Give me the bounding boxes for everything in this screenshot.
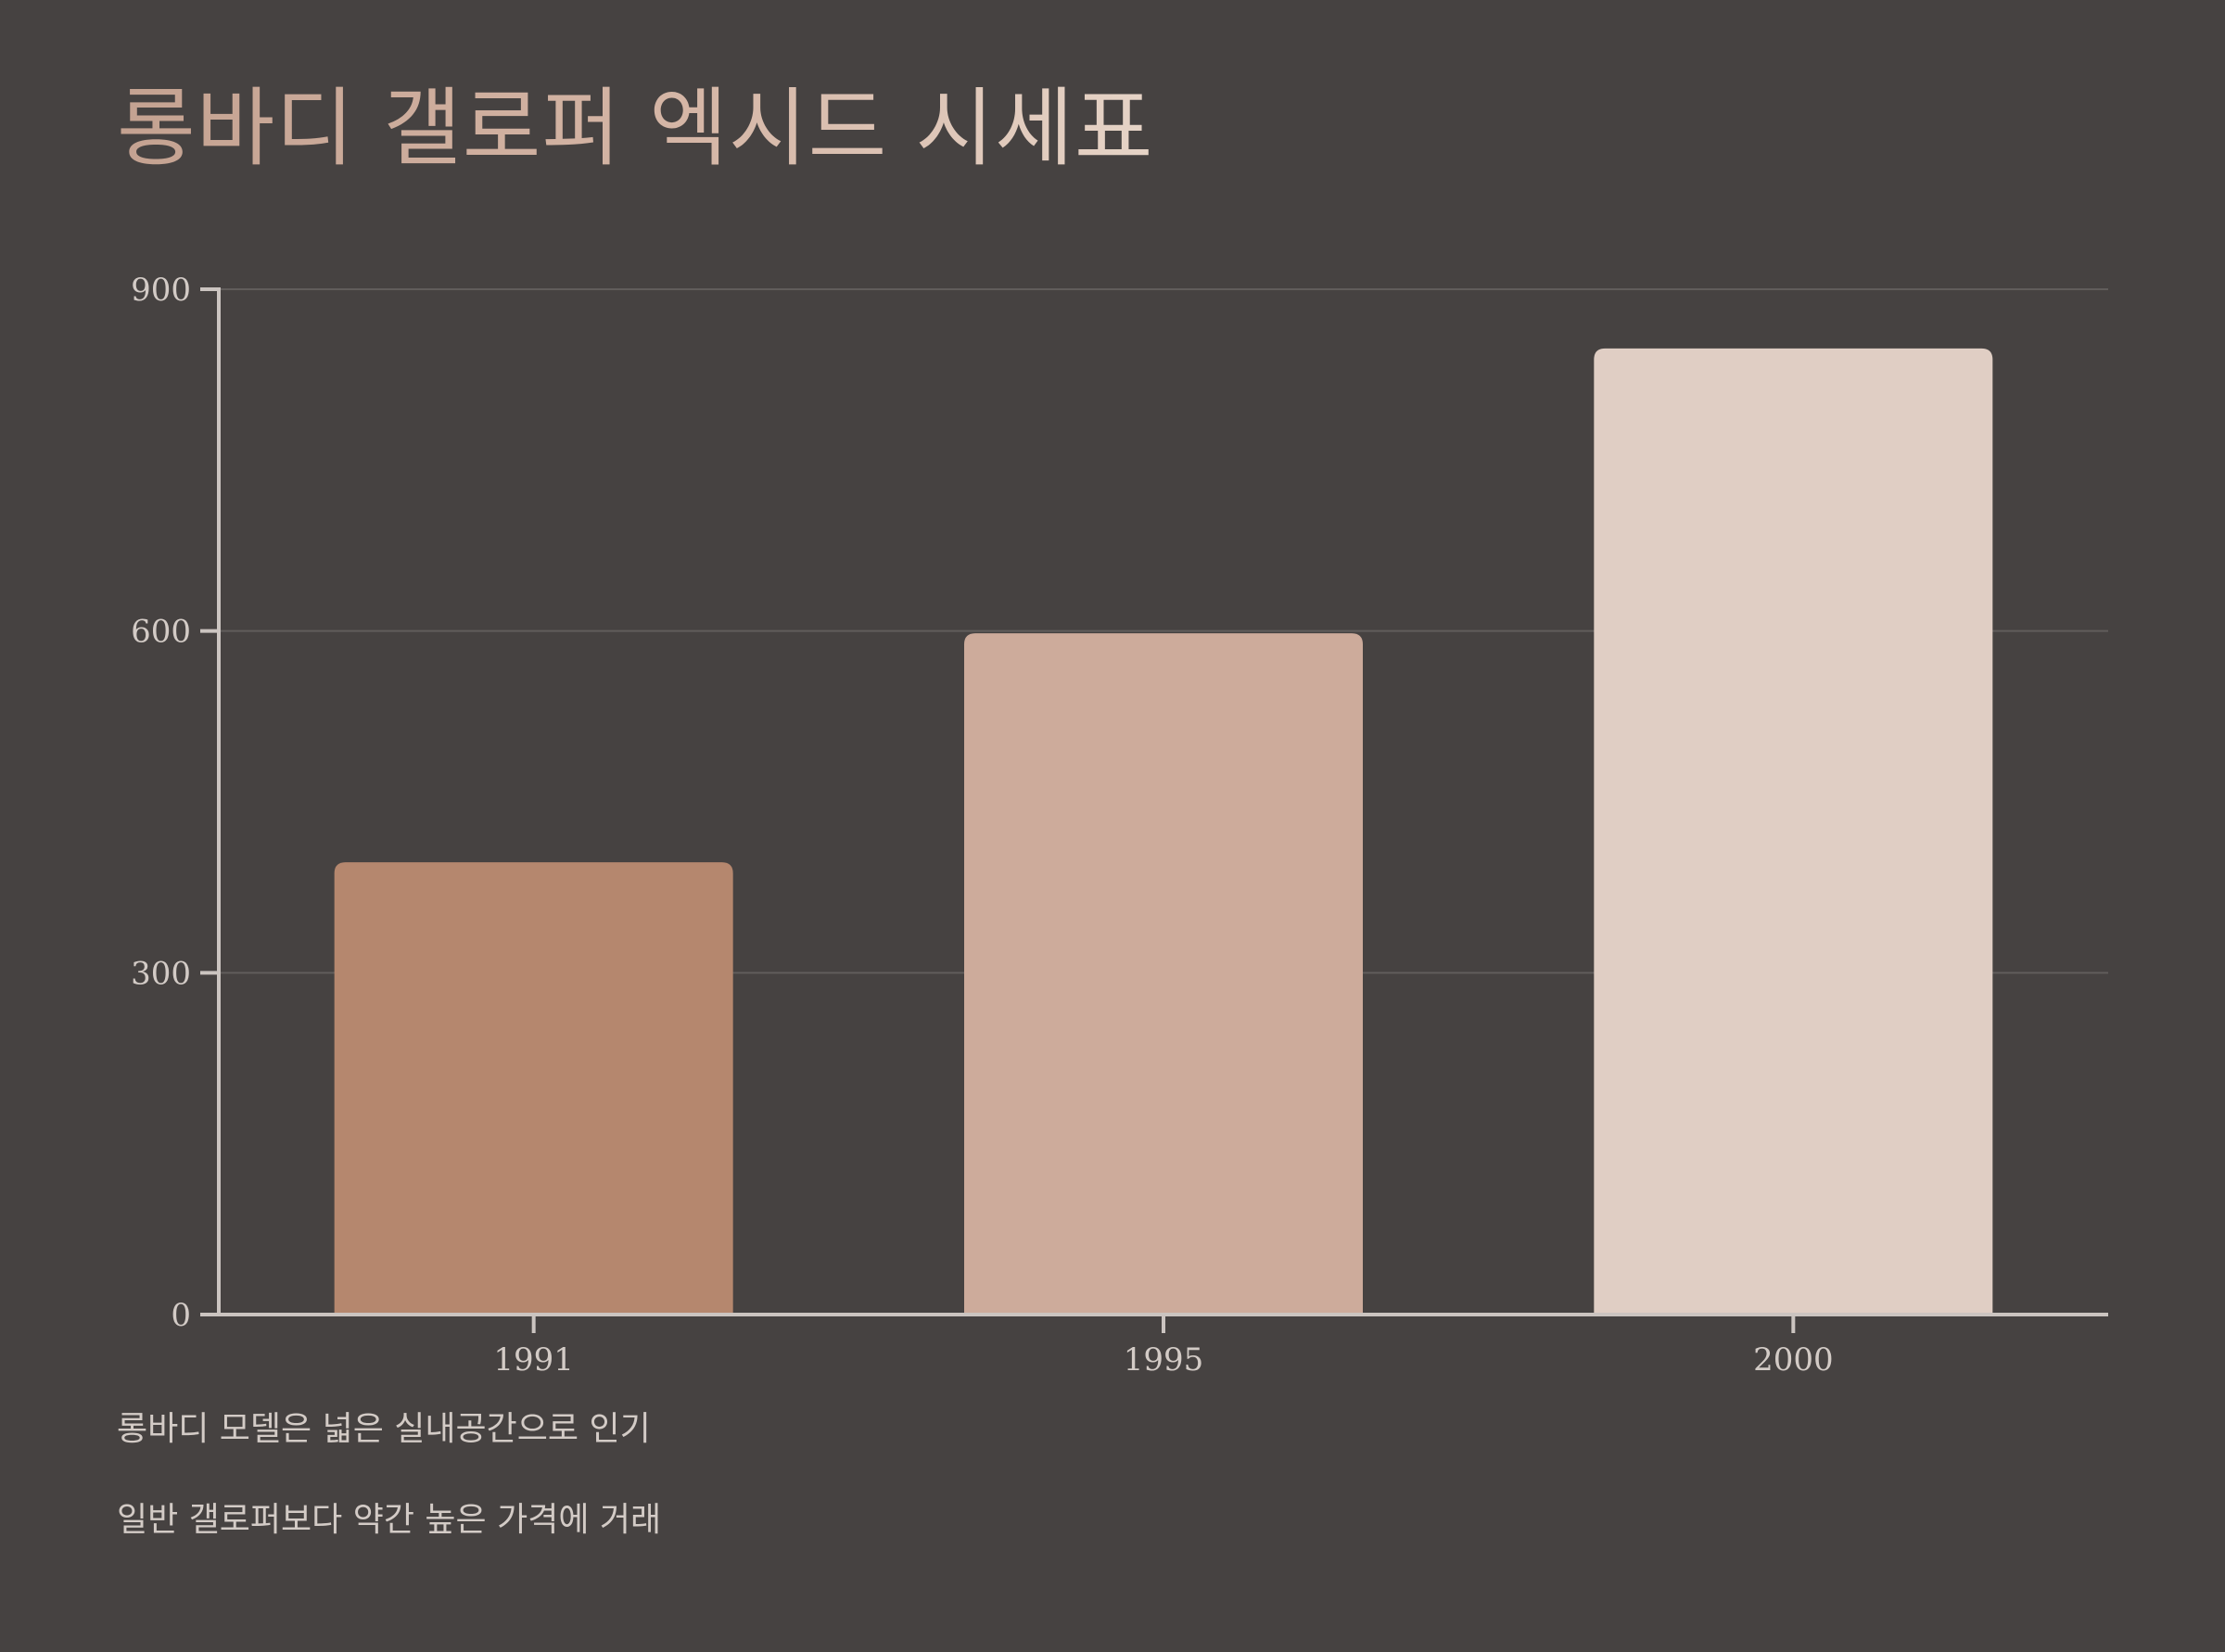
chart-title: 롱바디 갤로퍼 엑시드 시세표 [117, 79, 1154, 178]
annotation-note-1: 롱바디 모델은 넓은 실내공간으로 인기 [117, 1410, 651, 1448]
y-tick-label-600: 600 [131, 614, 191, 651]
bar-1991 [334, 862, 733, 1315]
annotation-note-2: 일반 갤로퍼보다 약간 높은 가격에 거래 [117, 1501, 662, 1539]
y-tick-label-0: 0 [171, 1297, 191, 1334]
bar-chart: 0 300 600 900 1991 1995 2000 [131, 272, 2108, 1379]
y-tick-label-900: 900 [131, 272, 191, 309]
y-tick-label-300: 300 [131, 955, 191, 992]
x-tick-label-1991: 1991 [493, 1341, 574, 1379]
x-tick-label-1995: 1995 [1124, 1341, 1204, 1379]
bar-2000 [1594, 348, 1993, 1315]
x-tick-label-2000: 2000 [1753, 1341, 1834, 1379]
bar-1995 [964, 633, 1363, 1315]
chart-annotations: 롱바디 모델은 넓은 실내공간으로 인기 일반 갤로퍼보다 약간 높은 가격에 … [117, 1411, 661, 1593]
